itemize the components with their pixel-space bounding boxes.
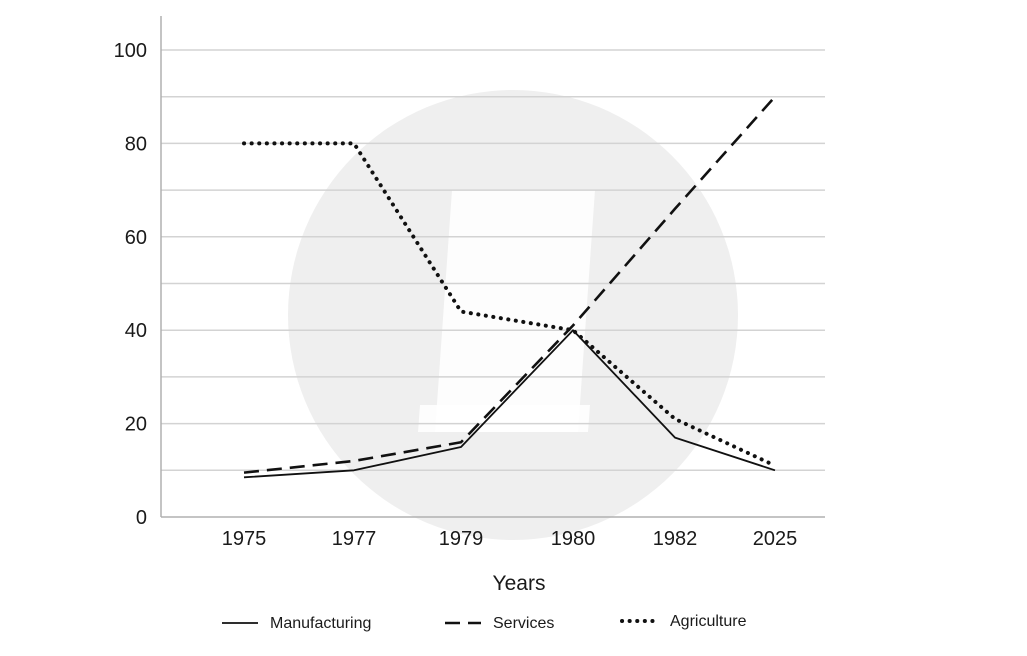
x-tick-label: 1977: [332, 528, 377, 550]
legend-label-manufacturing: Manufacturing: [270, 615, 371, 632]
x-tick-label: 1982: [653, 528, 698, 550]
legend: Manufacturing Services Agriculture: [222, 613, 747, 632]
x-tick-label: 1975: [222, 528, 267, 550]
y-tick-label: 100: [114, 40, 147, 62]
series-line-manufacturing: [243, 329, 776, 479]
y-tick-label: 40: [125, 320, 147, 342]
y-tick-label: 20: [125, 414, 147, 436]
gridlines: [161, 49, 825, 472]
tick-labels: 0 20 40 60 80 100 1975 1977 1979 1980 1982 2025: [114, 40, 798, 550]
x-tick-label: 1980: [551, 528, 596, 550]
legend-label-services: Services: [493, 615, 554, 632]
y-tick-label: 0: [136, 507, 147, 529]
axes: [160, 16, 825, 518]
x-tick-label: 2025: [753, 528, 798, 550]
x-tick-label: 1979: [439, 528, 484, 550]
data-series: [242, 95, 777, 479]
series-line-services: [243, 95, 776, 474]
series-line-agriculture: [242, 141, 777, 468]
y-tick-label: 80: [125, 133, 147, 155]
watermark-logo: [288, 90, 738, 540]
legend-label-agriculture: Agriculture: [670, 613, 747, 630]
x-axis-title: Years: [493, 572, 546, 595]
y-tick-label: 60: [125, 227, 147, 249]
